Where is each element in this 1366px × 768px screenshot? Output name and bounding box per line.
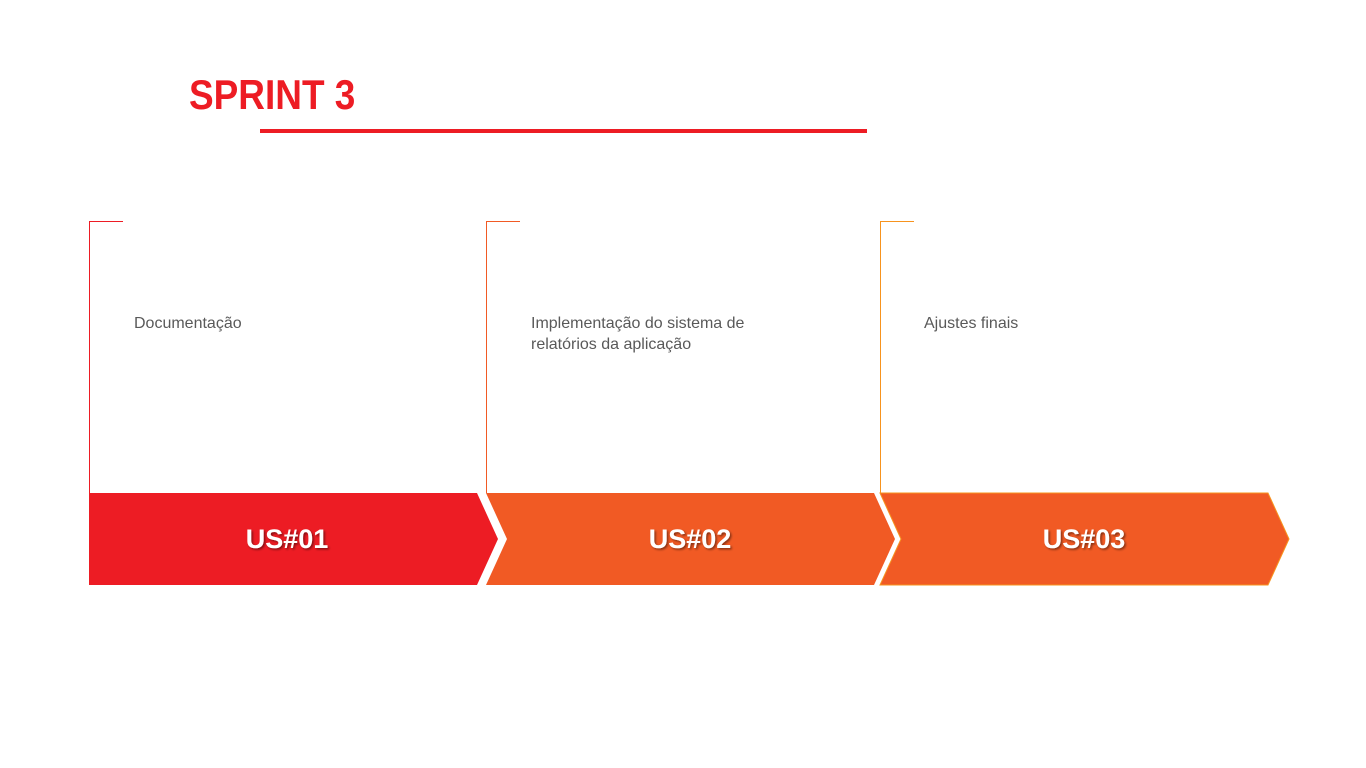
- step-1-description: Documentação: [134, 315, 242, 332]
- slide-title: SPRINT 3: [189, 71, 356, 118]
- step-2-chevron: [486, 493, 895, 585]
- step-3-label: US#03: [1043, 524, 1126, 554]
- step-2-label: US#02: [649, 524, 732, 554]
- step-1-chevron: [89, 493, 498, 585]
- step-1-bracket: [89, 221, 123, 493]
- step-1-label: US#01: [246, 524, 329, 554]
- step-3-bracket: [880, 221, 914, 493]
- title-underline: [260, 129, 867, 133]
- step-2-bracket: [486, 221, 520, 493]
- step-2-description: Implementação do sistema de relatórios d…: [531, 315, 745, 353]
- step-3-description: Ajustes finais: [924, 315, 1019, 332]
- step-3-chevron: [879, 492, 1290, 586]
